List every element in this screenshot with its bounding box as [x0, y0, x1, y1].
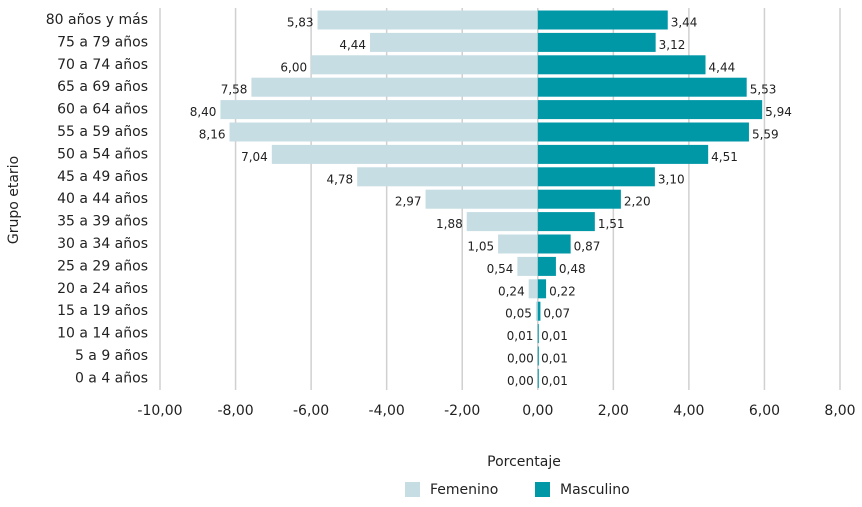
y-tick-label: 25 a 29 años: [57, 258, 148, 274]
value-label: 1,51: [598, 217, 625, 231]
bar: [357, 167, 538, 187]
value-label: 0,01: [541, 329, 568, 343]
bar: [537, 212, 595, 232]
bar: [498, 234, 538, 254]
value-label: 7,04: [241, 150, 268, 164]
y-tick-label: 50 a 54 años: [57, 146, 148, 162]
value-label: 0,07: [543, 307, 570, 321]
value-label: 4,78: [326, 172, 353, 186]
bar: [425, 189, 538, 209]
value-label: 0,54: [487, 262, 514, 276]
value-label: 0,22: [549, 284, 576, 298]
bar: [537, 10, 668, 30]
value-label: 1,88: [436, 217, 463, 231]
value-label: 5,59: [752, 128, 779, 142]
x-axis-title: Porcentaje: [487, 454, 561, 470]
bar: [535, 301, 538, 321]
value-label: 4,44: [709, 60, 736, 74]
value-label: 8,16: [199, 128, 226, 142]
value-label: 7,58: [221, 83, 248, 97]
y-tick-label: 40 a 44 años: [57, 191, 148, 207]
x-tick-label: 0,00: [522, 403, 553, 419]
bar: [466, 212, 538, 232]
value-label: 2,97: [395, 195, 422, 209]
value-label: 4,51: [711, 150, 738, 164]
x-tick-label: 4,00: [673, 403, 704, 419]
bar: [370, 32, 538, 52]
y-tick-label: 55 a 59 años: [57, 124, 148, 140]
bar: [537, 301, 541, 321]
value-label: 3,10: [658, 172, 685, 186]
value-label: 0,00: [507, 352, 534, 366]
y-axis-title: Grupo etario: [6, 156, 22, 244]
bar: [537, 77, 747, 97]
bar: [537, 32, 656, 52]
x-tick-label: 2,00: [598, 403, 629, 419]
x-tick-label: -8,00: [217, 403, 253, 419]
bar: [537, 100, 763, 120]
value-label: 0,05: [505, 307, 532, 321]
bar: [311, 55, 538, 75]
legend-label: Masculino: [560, 482, 630, 498]
bar: [317, 10, 538, 30]
x-tick-label: -6,00: [293, 403, 329, 419]
value-label: 3,12: [659, 38, 686, 52]
bar: [537, 368, 539, 388]
value-label: 1,05: [467, 240, 494, 254]
legend-swatch: [535, 482, 550, 497]
y-tick-label: 80 años y más: [46, 12, 148, 28]
bar: [220, 100, 538, 120]
bar: [537, 234, 571, 254]
value-label: 5,94: [765, 105, 792, 119]
bar: [537, 279, 547, 299]
value-label: 3,44: [671, 16, 698, 30]
value-label: 0,24: [498, 284, 525, 298]
value-label: 0,01: [541, 374, 568, 388]
bar: [537, 167, 655, 187]
bar: [537, 55, 706, 75]
bar: [537, 144, 709, 164]
value-label: 4,44: [339, 38, 366, 52]
y-tick-label: 0 a 4 años: [75, 370, 148, 386]
bar: [251, 77, 538, 97]
value-label: 0,01: [541, 352, 568, 366]
bar: [537, 346, 539, 366]
y-tick-label: 75 a 79 años: [57, 34, 148, 50]
y-tick-label: 5 a 9 años: [75, 348, 148, 364]
bar: [537, 189, 621, 209]
legend-label: Femenino: [430, 482, 498, 498]
y-tick-label: 15 a 19 años: [57, 303, 148, 319]
value-label: 0,01: [507, 329, 534, 343]
y-tick-label: 10 a 14 años: [57, 326, 148, 342]
y-tick-label: 35 a 39 años: [57, 214, 148, 230]
y-tick-label: 20 a 24 años: [57, 281, 148, 297]
y-tick-label: 30 a 34 años: [57, 236, 148, 252]
value-label: 5,53: [750, 83, 777, 97]
value-label: 0,48: [559, 262, 586, 276]
y-tick-label: 60 a 64 años: [57, 102, 148, 118]
value-label: 6,00: [280, 60, 307, 74]
x-tick-label: 8,00: [824, 403, 855, 419]
legend-swatch: [405, 482, 420, 497]
bar: [517, 256, 538, 276]
x-tick-label: -2,00: [444, 403, 480, 419]
bar: [229, 122, 538, 142]
bar: [271, 144, 538, 164]
bar: [537, 324, 539, 344]
y-tick-label: 45 a 49 años: [57, 169, 148, 185]
bar: [537, 122, 749, 142]
x-tick-label: 6,00: [749, 403, 780, 419]
x-tick-label: -10,00: [137, 403, 182, 419]
y-tick-label: 65 a 69 años: [57, 79, 148, 95]
value-label: 0,00: [507, 374, 534, 388]
value-label: 0,87: [574, 240, 601, 254]
x-tick-label: -4,00: [369, 403, 405, 419]
bar: [537, 256, 556, 276]
value-label: 5,83: [287, 16, 314, 30]
value-label: 2,20: [624, 195, 651, 209]
bar: [528, 279, 538, 299]
value-label: 8,40: [190, 105, 217, 119]
y-tick-label: 70 a 74 años: [57, 57, 148, 73]
